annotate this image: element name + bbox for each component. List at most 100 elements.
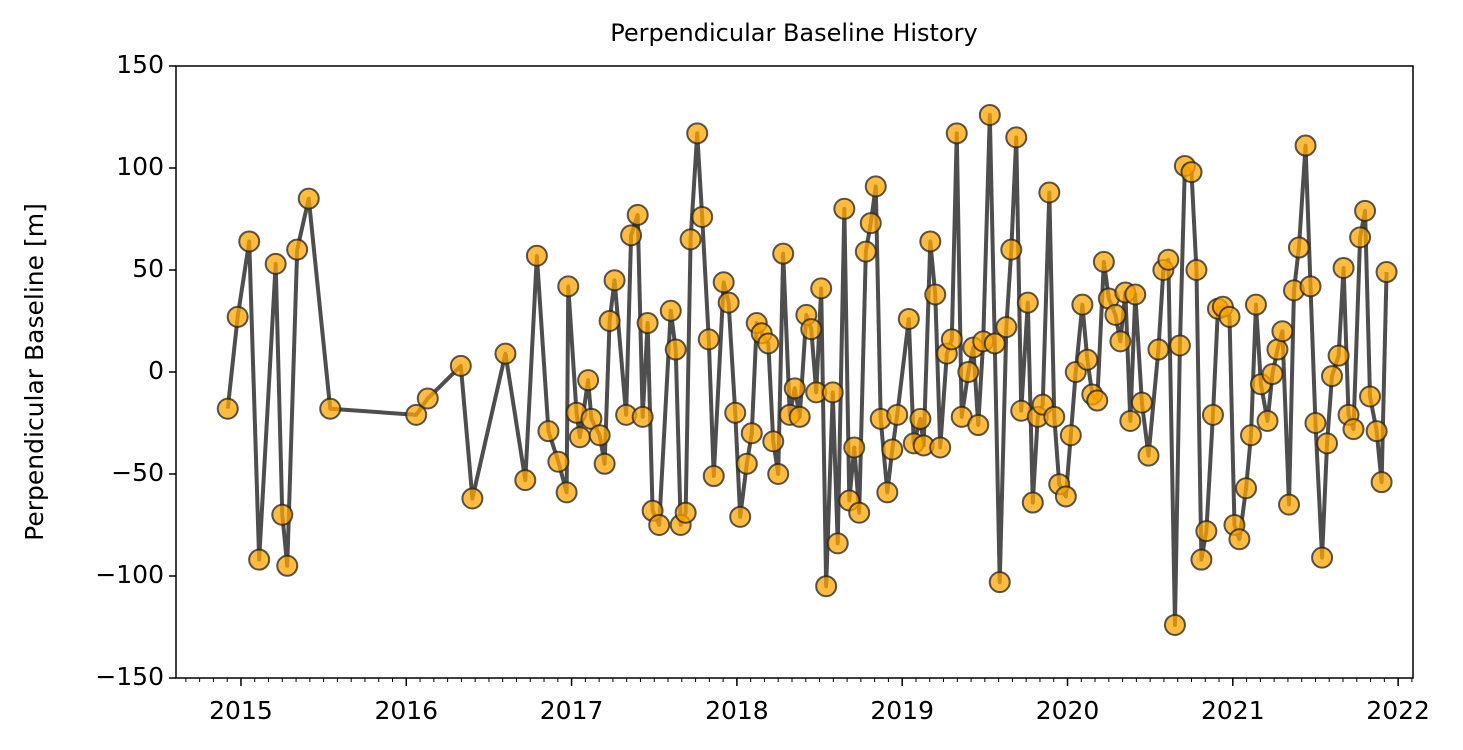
data-point [800,318,823,341]
data-point [924,283,947,306]
data-point [1071,293,1094,316]
data-point [1235,477,1258,500]
data-point [1349,226,1372,249]
data-point [555,481,578,504]
data-point [1021,491,1044,514]
data-point [1278,493,1301,516]
data-point [416,387,439,410]
data-point [724,401,747,424]
data-point [876,481,899,504]
y-axis-label: Perpendicular Baseline [m] [20,203,49,541]
data-point [1119,409,1142,432]
data-point [1359,385,1382,408]
data-point [297,187,320,210]
data-point [686,122,709,145]
data-point [264,252,287,275]
data-point [740,422,763,445]
data-point [821,381,844,404]
data-point [449,354,472,377]
data-point [762,430,785,453]
chart-title: Perpendicular Baseline History [610,19,977,47]
data-point [1271,320,1294,343]
data-point [1104,303,1127,326]
data-point [1261,363,1284,386]
data-point [1005,126,1028,149]
data-point [864,175,887,198]
x-tick-label: 2020 [1036,696,1100,725]
data-point [859,212,882,235]
data-point [1190,548,1213,571]
data-point [767,463,790,485]
data-point [1201,403,1224,426]
data-point [1304,412,1327,434]
data-point [833,197,856,220]
data-point [588,424,611,447]
data-point [1130,391,1153,414]
data-point [319,397,342,420]
data-point [1038,181,1061,204]
data-point [276,554,299,577]
data-point [494,342,517,365]
data-point [1287,236,1310,259]
data-point [1266,338,1289,361]
data-point [1375,261,1398,284]
data-point [783,377,806,400]
data-point [1016,291,1039,314]
data-point [717,291,740,314]
data-point [854,240,877,263]
data-point [1092,250,1115,273]
x-tick-label: 2017 [540,696,604,725]
y-tick-label: −150 [95,662,164,691]
data-point [983,332,1006,355]
data-point [940,328,963,351]
data-point [577,369,600,392]
data-point [679,228,702,251]
data-point [620,224,643,247]
plot-frame [175,65,1414,679]
data-point [1000,238,1023,261]
data-point [1124,283,1147,306]
data-point [286,238,309,261]
data-point [248,548,271,571]
data-point [557,275,580,298]
data-point [1157,248,1180,271]
data-point [957,361,980,383]
data-point [626,203,649,226]
data-point [886,403,909,426]
data-point [514,469,537,492]
data-point [1365,420,1388,443]
data-point [1180,161,1203,184]
data-point [1059,424,1082,447]
x-tick-label: 2022 [1366,696,1430,725]
data-point [674,501,697,524]
data-point [1137,444,1160,467]
data-point [919,230,942,253]
y-tick-label: 100 [116,152,164,181]
data-point [702,465,725,488]
data-point [238,230,261,253]
y-tick-label: −100 [95,560,164,589]
data-point [810,277,833,300]
data-point [988,571,1011,594]
data-point [405,403,428,426]
data-point [735,452,758,475]
data-point [1294,134,1317,157]
data-point [1043,405,1066,428]
data-point [1195,520,1218,543]
data-point [537,420,560,443]
data-point [226,305,249,328]
data-point [1320,365,1343,388]
data-point [848,501,871,524]
data-point [1218,305,1241,328]
data-point [1299,275,1322,298]
data-point [729,505,752,528]
data-point [843,436,866,459]
data-point [881,438,904,461]
x-tick-label: 2015 [209,696,273,725]
series-line [225,112,1389,627]
data-point [1185,259,1208,281]
data-point [648,514,671,536]
data-point [525,244,548,267]
data-point [1311,546,1334,569]
data-point [815,575,838,598]
